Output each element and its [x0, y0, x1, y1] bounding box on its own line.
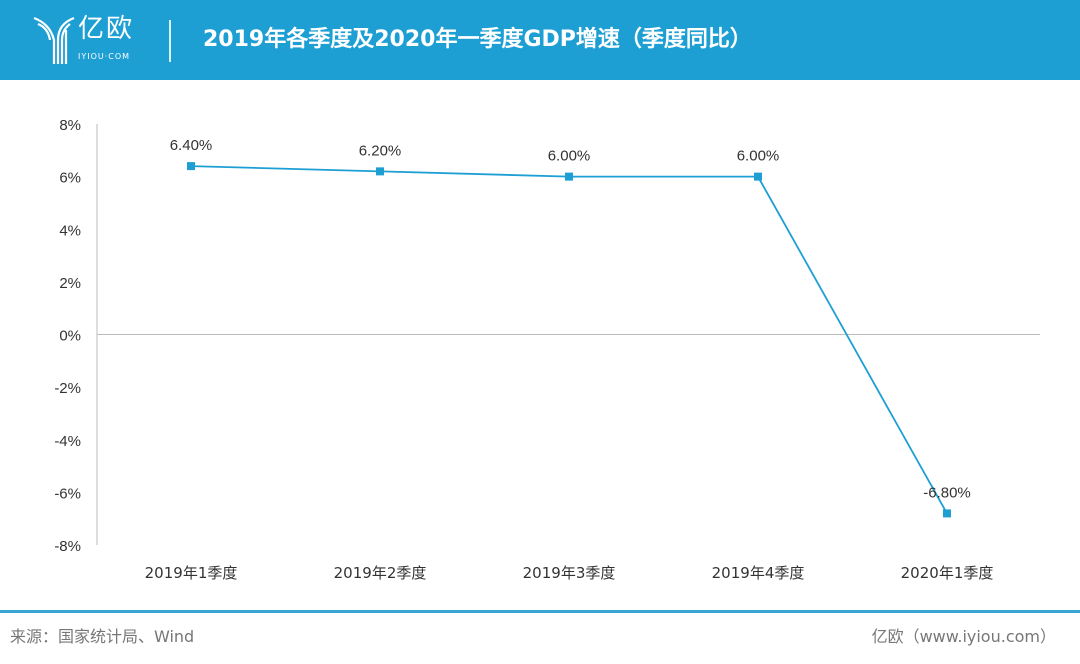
data-label: -6.80%: [923, 484, 971, 501]
x-tick-label: 2019年3季度: [523, 564, 616, 582]
data-label: 6.00%: [737, 148, 780, 165]
header-divider: [169, 20, 171, 62]
x-tick-label: 2019年1季度: [145, 564, 238, 582]
header-bar: 亿欧 IYIOU·COM 2019年各季度及2020年一季度GDP增速（季度同比…: [0, 0, 1080, 80]
y-tick-label: 8%: [59, 117, 81, 134]
x-tick-label: 2019年2季度: [334, 564, 427, 582]
y-tick-label: -2%: [54, 380, 81, 397]
data-point: [565, 172, 573, 181]
y-tick-label: 4%: [59, 222, 81, 239]
footer-divider: [0, 610, 1080, 613]
y-tick-label: -4%: [54, 433, 81, 450]
x-tick-label: 2020年1季度: [901, 564, 994, 582]
logo-subtext: IYIOU·COM: [78, 52, 131, 61]
data-label: 6.00%: [548, 148, 591, 165]
y-tick-label: 6%: [59, 170, 81, 187]
data-label: 6.20%: [359, 142, 402, 159]
y-tick-label: -8%: [54, 538, 81, 555]
yiou-logo-icon: [33, 16, 75, 64]
line-chart: 8% 6% 4% 2% 0% -2% -4% -6% -8% 2019年1季度 2019年2季度 20…: [54, 117, 1040, 582]
logo-text: 亿欧: [78, 14, 135, 44]
y-tick-label: 2%: [59, 275, 81, 292]
data-label: 6.40%: [170, 137, 213, 154]
data-point: [943, 509, 951, 518]
source-note: 来源：国家统计局、Wind: [10, 627, 195, 646]
x-tick-label: 2019年4季度: [712, 564, 805, 582]
brand-note: 亿欧（www.iyiou.com）: [871, 627, 1056, 646]
data-point: [754, 172, 762, 181]
y-tick-label: 0%: [59, 328, 81, 345]
data-point: [376, 167, 384, 176]
chart-title: 2019年各季度及2020年一季度GDP增速（季度同比）: [203, 27, 752, 52]
y-tick-label: -6%: [54, 485, 81, 502]
data-point: [187, 162, 195, 171]
series-line: [190, 165, 948, 514]
